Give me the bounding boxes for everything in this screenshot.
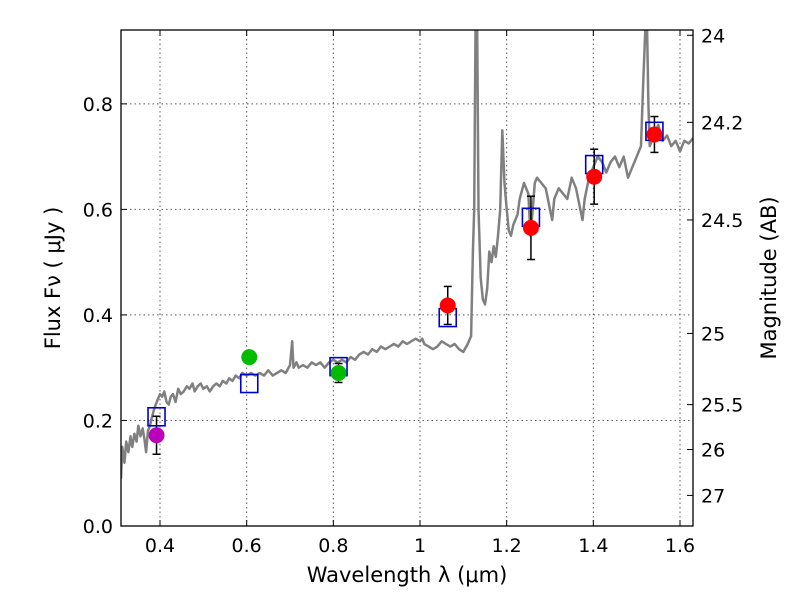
x-tick-label: 1.6: [665, 535, 695, 557]
magnitude-tick-label: 24: [701, 25, 725, 47]
x-tick-label: 0.4: [145, 535, 175, 557]
y-tick-label: 0.0: [83, 516, 113, 538]
plot-frame: [120, 29, 694, 527]
observed-flux-point: [439, 297, 456, 314]
magnitude-tick-label: 24.2: [701, 112, 743, 134]
magnitude-tick-label: 26: [701, 439, 725, 461]
x-tick-label: 1.4: [578, 535, 608, 557]
observed-flux-point: [586, 168, 603, 185]
observed-flux-point: [148, 427, 165, 444]
x-axis-title: Wavelength λ (μm): [307, 563, 508, 587]
observed-flux-point: [330, 364, 347, 381]
magnitude-tick-label: 25.5: [701, 395, 743, 417]
observed-flux-point: [241, 349, 258, 366]
x-tick-label: 1.2: [492, 535, 522, 557]
magnitude-axis-title: Magnitude (AB): [757, 196, 781, 359]
observed-flux-markers: [148, 126, 663, 444]
magnitude-tick-label: 24.5: [701, 210, 743, 232]
y-tick-label: 0.8: [83, 94, 113, 116]
model-flux-square: [239, 373, 259, 394]
template-spectrum-line: [121, 30, 693, 479]
x-tick-label: 0.8: [318, 535, 348, 557]
y-axis-title: Flux Fν ( μJy ): [41, 207, 65, 350]
magnitude-tick-label: 27: [701, 485, 725, 507]
model-flux-square: [147, 406, 166, 427]
y-tick-label: 0.4: [83, 305, 113, 327]
y-tick-label: 0.2: [83, 410, 113, 432]
y-axis-ticks: 0.0 0.2 0.4 0.6 0.8: [83, 94, 127, 538]
plot-area: [121, 30, 693, 479]
x-tick-label: 1: [414, 535, 426, 557]
observed-flux-point: [646, 126, 663, 143]
magnitude-tick-label: 25: [701, 323, 725, 345]
magnitude-axis-ticks: 24 24.2 24.5 25 25.5 26 27: [687, 25, 743, 507]
y-tick-label: 0.6: [83, 199, 113, 221]
x-tick-label: 0.6: [232, 535, 262, 557]
observed-flux-point: [522, 219, 539, 236]
x-axis-ticks: 0.4 0.6 0.8 1 1.2 1.4 1.6: [145, 30, 695, 557]
